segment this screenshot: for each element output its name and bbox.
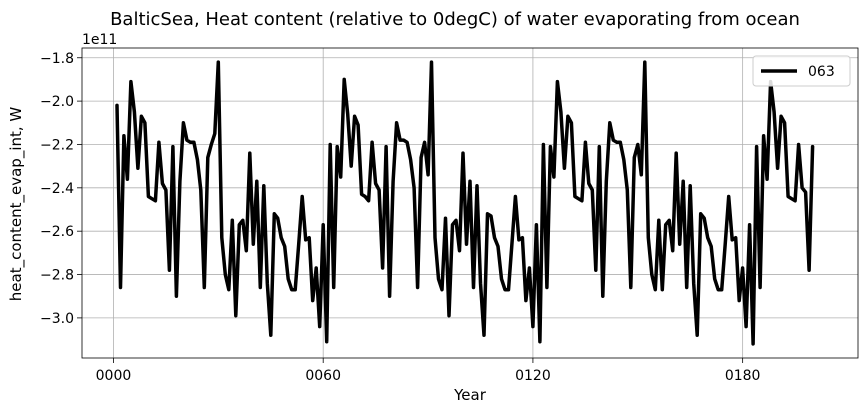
legend: 063 xyxy=(752,55,851,87)
y-tick-label: −2.2 xyxy=(40,137,74,153)
grid-lines xyxy=(82,48,858,358)
legend-box xyxy=(752,55,851,87)
series-line-063 xyxy=(115,60,815,346)
y-tick-label: −2.6 xyxy=(40,224,74,240)
plot-area xyxy=(115,60,815,346)
x-tick-label: 0180 xyxy=(725,368,761,384)
x-tick-label: 0120 xyxy=(515,368,551,384)
y-tick-label: −1.8 xyxy=(40,51,74,67)
y-tick-label: −2.4 xyxy=(40,181,74,197)
plot-frame xyxy=(81,47,859,359)
axis-ticks: 0000 0060 0120 0180 −3.0 −2.8 −2.6 −2.4 −2.2 −2.0… xyxy=(40,51,760,384)
y-tick-label: −2.0 xyxy=(40,94,74,110)
y-tick-label: −2.8 xyxy=(40,268,74,284)
x-axis-label: Year xyxy=(453,386,487,404)
y-axis-label: heat_content_evap_int, W xyxy=(7,107,26,302)
chart-title: BalticSea, Heat content (relative to 0de… xyxy=(110,9,800,30)
x-tick-label: 0000 xyxy=(96,368,132,384)
x-tick-label: 0060 xyxy=(305,368,341,384)
legend-label-063: 063 xyxy=(808,64,835,80)
y-tick-label: −3.0 xyxy=(40,311,74,327)
y-offset-label: 1e11 xyxy=(82,32,117,48)
